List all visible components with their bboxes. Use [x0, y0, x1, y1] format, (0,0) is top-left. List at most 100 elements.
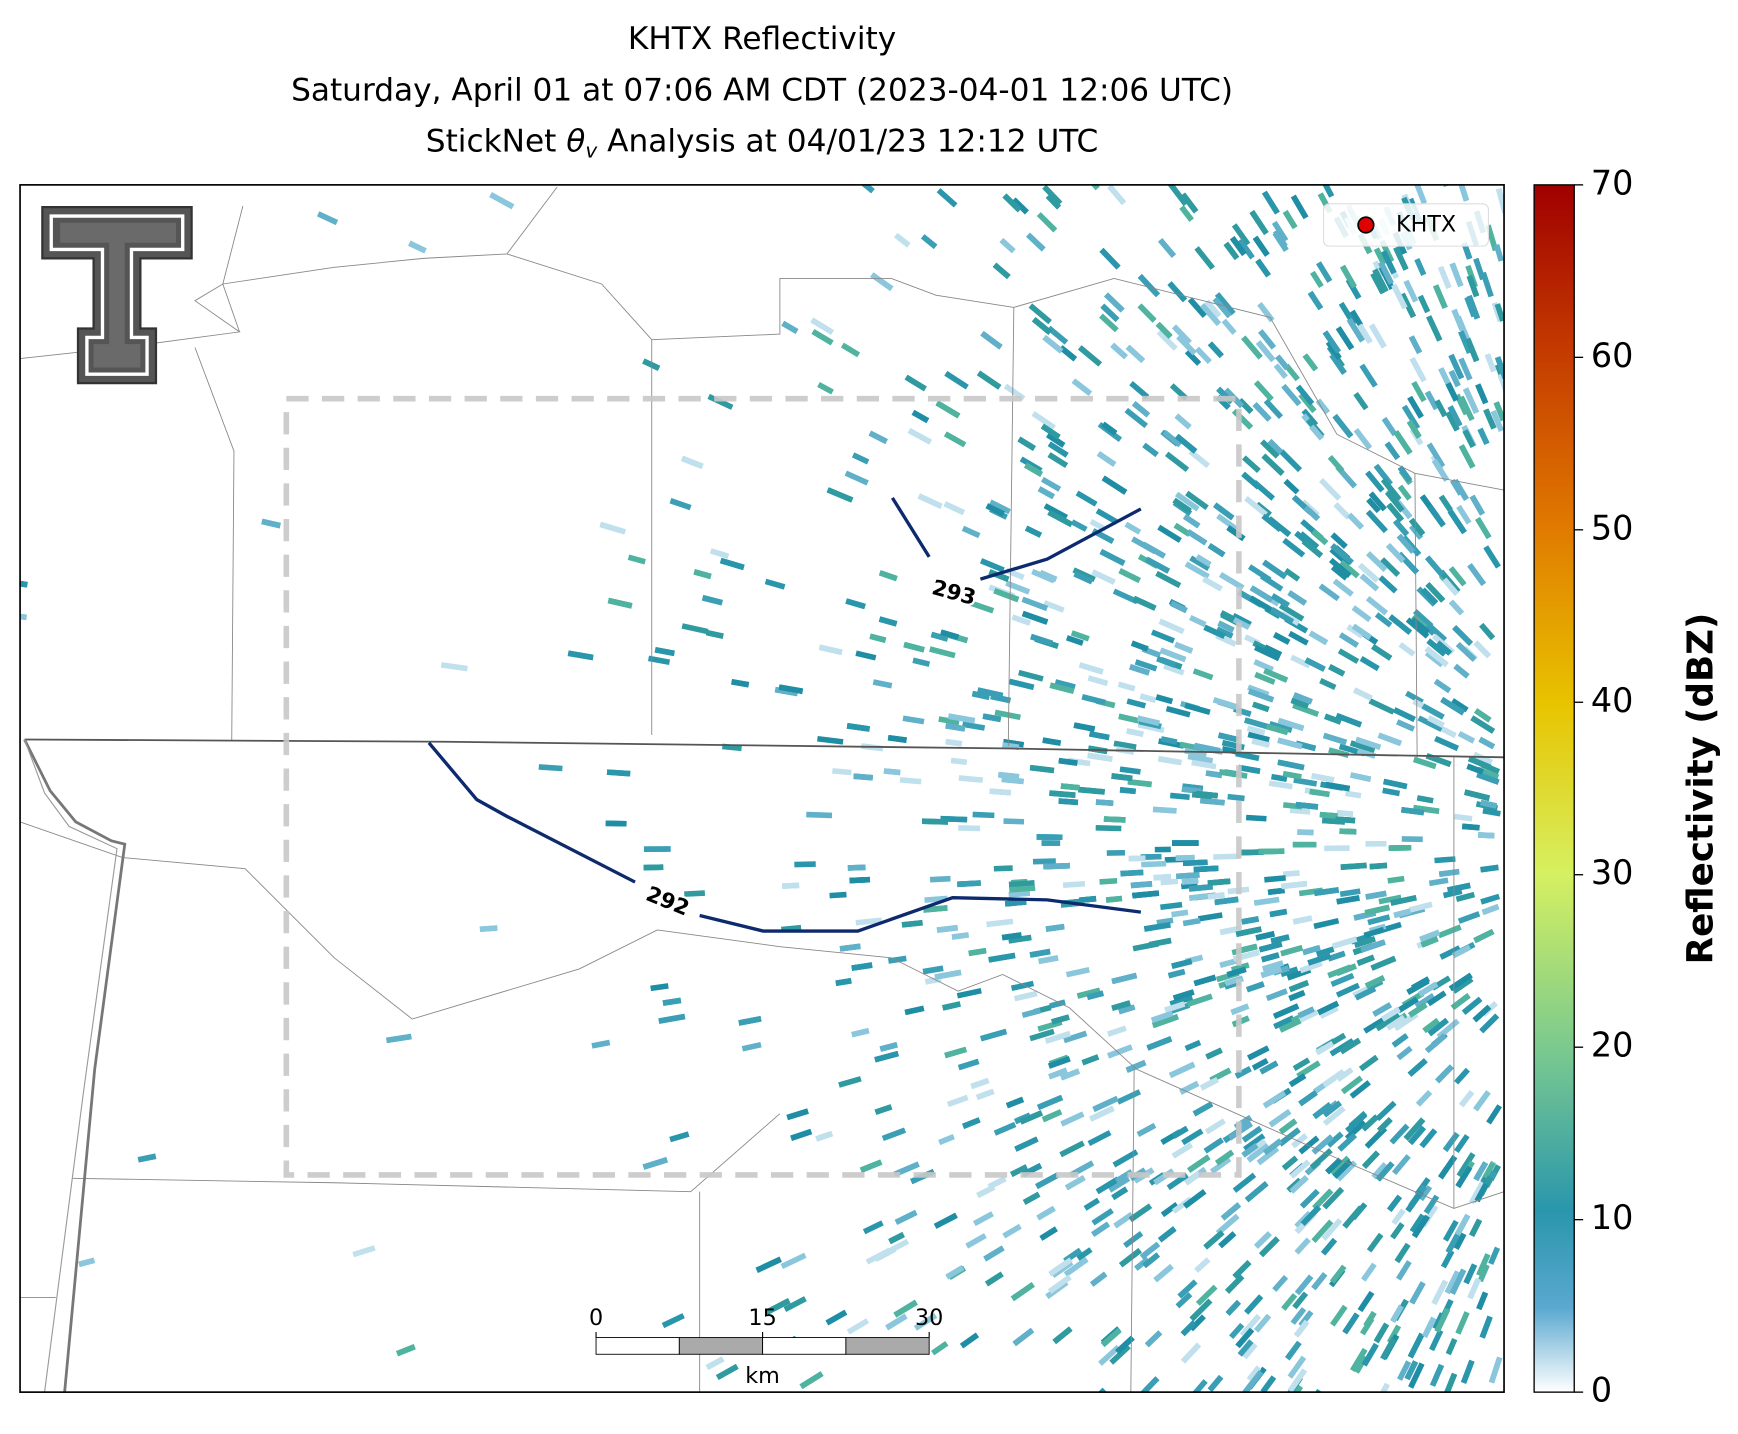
- radar-gate: [1429, 1363, 1445, 1387]
- radar-gate: [965, 1233, 987, 1249]
- radar-gate: [1427, 715, 1445, 728]
- radar-gate: [1010, 1282, 1035, 1302]
- radar-gate: [1483, 408, 1497, 430]
- radar-gate: [1130, 881, 1153, 889]
- radar-gate: [1246, 981, 1265, 993]
- radar-gate: [1199, 797, 1225, 806]
- radar-gate: [1465, 337, 1480, 363]
- radar-gate: [1184, 747, 1207, 758]
- radar-gate: [1353, 687, 1373, 701]
- radar-gate: [1110, 342, 1128, 360]
- radar-gate: [1337, 1133, 1357, 1152]
- radar-gate: [1155, 694, 1173, 705]
- radar-gate: [912, 657, 931, 667]
- radar-gate: [994, 709, 1021, 721]
- radar-gate: [1322, 1186, 1345, 1210]
- radar-gate: [920, 234, 938, 249]
- colorbar-tick-label: 0: [1591, 1371, 1612, 1410]
- radar-gate: [1448, 972, 1473, 992]
- radar-gate: [879, 1042, 898, 1052]
- radar-gate: [1494, 303, 1505, 322]
- radar-gate: [790, 1128, 813, 1141]
- radar-gate: [1405, 617, 1430, 639]
- scale-bar: 0 15 30 km: [589, 1305, 943, 1389]
- radar-gate: [872, 679, 893, 689]
- radar-gate: [1112, 588, 1139, 605]
- radar-gate: [1403, 1117, 1426, 1141]
- radar-gate: [1199, 1077, 1219, 1091]
- radar-gate: [1358, 562, 1380, 583]
- radar-gate: [1377, 732, 1402, 747]
- radar-gate: [929, 646, 956, 659]
- radar-gate: [1252, 701, 1270, 713]
- radar-gate: [1349, 1080, 1371, 1099]
- radar-gate: [1219, 572, 1245, 591]
- radar-gate: [1289, 1159, 1311, 1179]
- radar-gate: [1478, 736, 1496, 750]
- radar-gate: [1171, 1125, 1189, 1139]
- radar-gate: [1282, 770, 1302, 780]
- radar-gate: [1281, 880, 1308, 890]
- radar-gate: [1431, 458, 1450, 482]
- radar-gate: [1128, 855, 1146, 862]
- radar-gate: [1207, 892, 1225, 900]
- radar-gate: [959, 1332, 980, 1349]
- radar-gate: [957, 1058, 980, 1071]
- radar-gate: [316, 211, 339, 226]
- radar-gate: [1360, 939, 1386, 953]
- colorbar-tick-label: 20: [1591, 1026, 1634, 1065]
- radar-gate: [1354, 986, 1377, 1001]
- radar-gate: [917, 493, 943, 509]
- radar-gate: [1192, 1101, 1214, 1117]
- radar-gate: [1322, 1069, 1346, 1088]
- radar-gate: [907, 427, 932, 445]
- radar-gate: [1008, 880, 1035, 888]
- radar-gate: [1168, 1061, 1196, 1079]
- radar-gate: [1330, 543, 1354, 565]
- radar-gate: [1445, 1338, 1458, 1356]
- radar-gate: [922, 965, 944, 975]
- radar-gate: [958, 825, 981, 832]
- legend: KHTX: [1322, 203, 1489, 247]
- radar-gate: [1394, 1242, 1411, 1264]
- radar-gate: [1439, 725, 1457, 739]
- radar-gate: [1048, 1056, 1071, 1069]
- radar-gate: [1154, 846, 1171, 853]
- radar-gate: [1058, 757, 1078, 766]
- radar-gate: [945, 1265, 965, 1280]
- radar-gate: [1073, 571, 1094, 585]
- radar-gate: [1029, 1028, 1055, 1042]
- radar-gate: [1118, 1248, 1142, 1268]
- radar-gate: [738, 1015, 762, 1026]
- radar-gate: [1301, 408, 1319, 427]
- radar-gate: [1281, 383, 1302, 407]
- radar-gate: [938, 1133, 955, 1146]
- radar-gate: [1393, 908, 1412, 919]
- radar-gate: [1060, 1068, 1081, 1081]
- radar-gate: [1213, 502, 1235, 521]
- radar-gate: [1052, 1326, 1073, 1345]
- radar-gate: [1171, 1196, 1193, 1214]
- radar-gate: [1036, 1205, 1056, 1221]
- radar-gate: [1345, 1112, 1368, 1133]
- radar-gate: [1493, 244, 1504, 262]
- radar-gate: [1397, 484, 1412, 501]
- radar-gate: [627, 554, 646, 565]
- colorbar-tick-label: 50: [1591, 508, 1634, 547]
- radar-gate: [1350, 772, 1372, 782]
- radar-gate: [1107, 1044, 1133, 1059]
- radar-gate: [1226, 966, 1247, 978]
- radar-gate: [1184, 349, 1202, 366]
- radar-gate: [1261, 453, 1285, 476]
- radar-gate: [1301, 539, 1324, 558]
- radar-gate: [1365, 840, 1387, 847]
- radar-gate: [902, 715, 925, 725]
- radar-gate: [1246, 1143, 1270, 1163]
- radar-gate: [1407, 395, 1424, 419]
- radar-gate: [1300, 1205, 1322, 1227]
- radar-gate: [1381, 1006, 1401, 1022]
- radar-gate: [1099, 549, 1126, 566]
- radar-gate: [957, 880, 981, 888]
- radar-gate: [1040, 476, 1062, 492]
- radar-gate: [1118, 568, 1141, 583]
